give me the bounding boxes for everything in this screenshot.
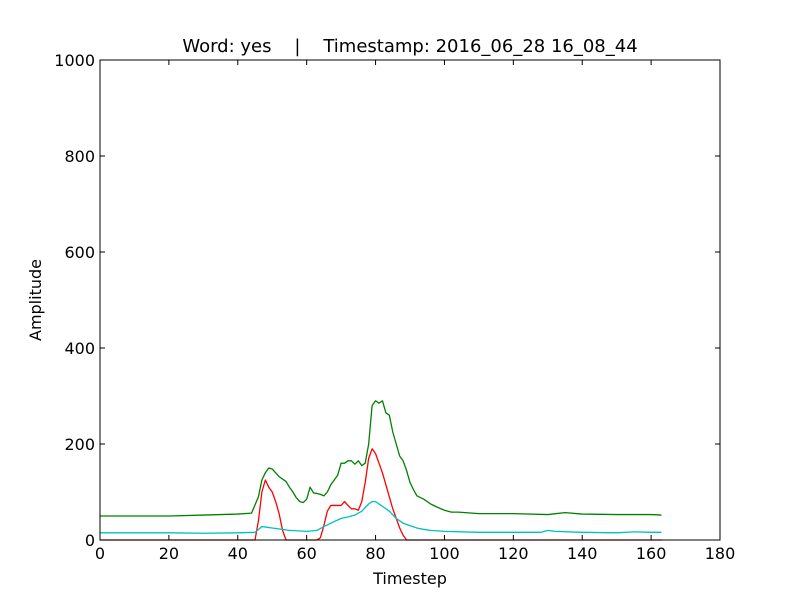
x-tick-label: 180 [705,544,736,563]
x-tick-label: 100 [429,544,460,563]
x-tick-label: 160 [636,544,667,563]
x-tick-label: 120 [498,544,529,563]
y-tick-label: 1000 [54,51,95,70]
y-tick-label: 800 [64,147,95,166]
x-tick-label: 20 [159,544,179,563]
chart-title: Word: yes | Timestamp: 2016_06_28 16_08_… [182,36,637,57]
x-tick-label: 60 [296,544,316,563]
y-tick-label: 0 [85,531,95,550]
y-axis-label: Amplitude [26,259,45,341]
axes-frame [99,59,721,541]
series-line-3 [100,500,662,534]
series-line-2 [100,448,662,541]
axes: 0 20 40 60 80 100 120 140 160 180 0 200 400 600 800 100… [54,51,735,563]
series-line-1 [100,400,662,517]
plot-area [100,400,662,541]
x-tick-label: 140 [567,544,598,563]
y-tick-label: 400 [64,339,95,358]
x-tick-label: 80 [365,544,385,563]
y-tick-label: 600 [64,243,95,262]
x-tick-label: 0 [95,544,105,563]
y-tick-label: 200 [64,435,95,454]
x-tick-label: 40 [228,544,248,563]
x-axis-label: Timestep [372,569,447,588]
